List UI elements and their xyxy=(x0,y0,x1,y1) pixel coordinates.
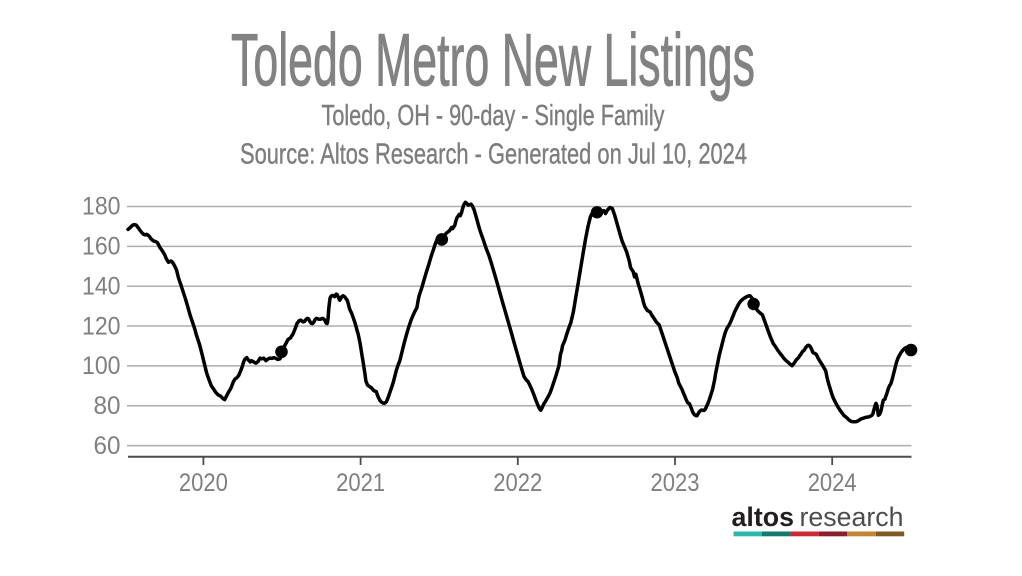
svg-text:160: 160 xyxy=(82,233,121,261)
svg-text:research: research xyxy=(800,502,904,532)
svg-text:2020: 2020 xyxy=(179,469,228,497)
svg-text:2022: 2022 xyxy=(493,469,542,497)
svg-text:2024: 2024 xyxy=(808,469,857,497)
svg-text:100: 100 xyxy=(82,352,121,380)
svg-text:80: 80 xyxy=(94,392,121,420)
svg-text:180: 180 xyxy=(82,193,121,221)
svg-text:2023: 2023 xyxy=(651,469,700,497)
svg-text:120: 120 xyxy=(82,312,121,340)
svg-text:Toledo, OH - 90-day - Single F: Toledo, OH - 90-day - Single Family xyxy=(322,100,665,132)
svg-text:60: 60 xyxy=(94,432,121,460)
svg-text:Toledo Metro New Listings: Toledo Metro New Listings xyxy=(231,19,755,102)
svg-text:altos: altos xyxy=(732,502,795,532)
svg-text:140: 140 xyxy=(82,272,121,300)
svg-text:2021: 2021 xyxy=(336,469,385,497)
svg-text:Source: Altos Research - Gener: Source: Altos Research - Generated on Ju… xyxy=(240,139,747,171)
